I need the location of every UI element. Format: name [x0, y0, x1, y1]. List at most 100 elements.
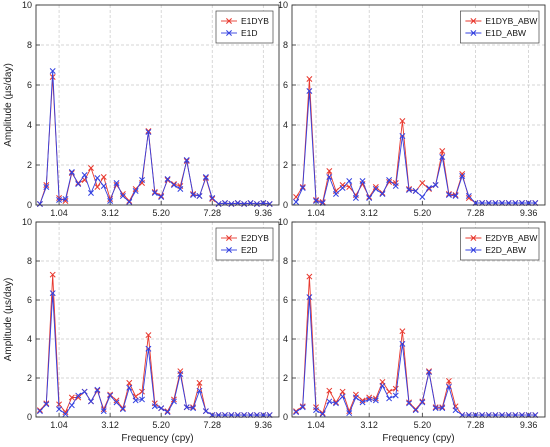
data-point — [386, 177, 393, 183]
x-tick-label: 7.28 — [467, 420, 485, 430]
x-tick-label: 7.28 — [203, 420, 221, 430]
y-tick-label: 4 — [283, 120, 288, 130]
data-point — [62, 409, 69, 416]
x-tick-label: 7.28 — [203, 208, 221, 218]
y-tick-label: 0 — [27, 412, 32, 422]
legend-label: E2D_ABW — [485, 245, 526, 255]
legend-label: E2DYB_ABW — [485, 233, 537, 243]
data-point — [306, 294, 313, 301]
data-point — [299, 404, 306, 411]
data-point — [459, 171, 466, 177]
data-point — [319, 411, 326, 418]
y-tick-label: 0 — [283, 412, 288, 422]
data-point — [306, 88, 313, 94]
data-point — [164, 409, 171, 416]
y-tick-label: 10 — [278, 0, 288, 10]
data-point — [43, 401, 50, 408]
y-tick-label: 2 — [27, 160, 32, 170]
data-point — [392, 385, 399, 392]
data-point — [412, 407, 419, 414]
data-point — [209, 195, 216, 201]
legend-label: E1D — [241, 28, 258, 38]
plot-frame — [35, 4, 280, 206]
data-point — [215, 201, 222, 207]
x-tick-label: 1.04 — [50, 208, 68, 218]
data-point — [151, 190, 158, 196]
data-point — [139, 177, 145, 183]
data-point — [445, 383, 452, 390]
y-tick-label: 6 — [283, 80, 288, 90]
data-point — [119, 406, 126, 413]
y-tick-label: 4 — [27, 120, 32, 130]
data-point — [352, 394, 359, 401]
data-point — [228, 201, 235, 207]
x-tick-label: 5.20 — [414, 208, 432, 218]
data-point — [445, 192, 452, 198]
legend-marker — [226, 30, 232, 36]
legend-marker — [470, 18, 477, 24]
data-point — [145, 345, 152, 352]
data-point — [465, 195, 472, 201]
y-tick-label: 6 — [283, 295, 288, 305]
data-point — [139, 388, 145, 395]
data-point — [164, 176, 171, 182]
data-point — [107, 392, 114, 399]
y-tick-label: 2 — [283, 373, 288, 383]
data-point — [190, 192, 197, 198]
data-point — [452, 193, 459, 199]
data-point — [333, 399, 339, 406]
data-point — [359, 399, 366, 406]
chart-panel-2: 0 2 4 6 8 10 1.04 3.12 5.20 7.28 9.36 E1DYB_ABW E1D_… — [278, 0, 546, 218]
data-point — [126, 384, 133, 391]
data-point — [266, 201, 273, 207]
legend-marker — [470, 30, 477, 36]
data-point — [412, 406, 419, 413]
data-point — [406, 187, 412, 193]
legend-marker — [226, 235, 232, 241]
y-tick-label: 8 — [27, 256, 32, 266]
data-point — [366, 195, 373, 201]
x-tick-label: 9.36 — [520, 208, 538, 218]
x-tick-label: 3.12 — [101, 208, 119, 218]
data-point — [392, 392, 399, 399]
plot-frame — [35, 221, 280, 418]
data-point — [439, 405, 446, 412]
x-tick-label: 5.20 — [152, 420, 170, 430]
data-point — [100, 174, 107, 180]
chart-panel-3: 0 2 4 6 8 10 1.04 3.12 5.20 7.28 9.36 E2DYB E2D Ampli… — [3, 217, 280, 444]
data-point — [299, 185, 306, 191]
data-point — [372, 186, 379, 192]
data-point — [68, 402, 75, 409]
data-point — [326, 398, 333, 405]
data-point — [379, 382, 386, 389]
data-point — [326, 174, 333, 180]
data-point — [145, 129, 152, 135]
data-point — [339, 185, 346, 191]
data-point — [426, 185, 432, 191]
data-point — [399, 133, 406, 139]
legend: E1DYB_ABW E1D_ABW — [460, 10, 540, 44]
data-point — [177, 371, 184, 378]
legend-label: E1DYB — [241, 16, 269, 26]
data-point — [62, 411, 69, 418]
data-point — [392, 183, 399, 189]
data-point — [253, 201, 260, 207]
y-tick-label: 8 — [283, 40, 288, 50]
data-point — [293, 408, 300, 415]
x-tick-label: 9.36 — [255, 208, 273, 218]
data-point — [113, 180, 120, 186]
data-point — [88, 165, 94, 171]
y-tick-label: 4 — [283, 334, 288, 344]
data-point — [202, 174, 209, 180]
data-point — [151, 403, 158, 410]
x-tick-label: 3.12 — [360, 420, 378, 430]
x-tick-label: 5.20 — [152, 208, 170, 218]
chart-panel-1: 0 2 4 6 8 10 1.04 3.12 5.20 7.28 9.36 E1DYB E1D Ampli… — [3, 0, 280, 218]
x-tick-label: 3.12 — [360, 208, 378, 218]
plot-frame — [291, 221, 546, 418]
data-point — [306, 76, 313, 82]
data-point — [459, 173, 466, 179]
data-point — [339, 393, 346, 400]
data-point — [36, 408, 43, 415]
x-tick-label: 1.04 — [307, 208, 325, 218]
